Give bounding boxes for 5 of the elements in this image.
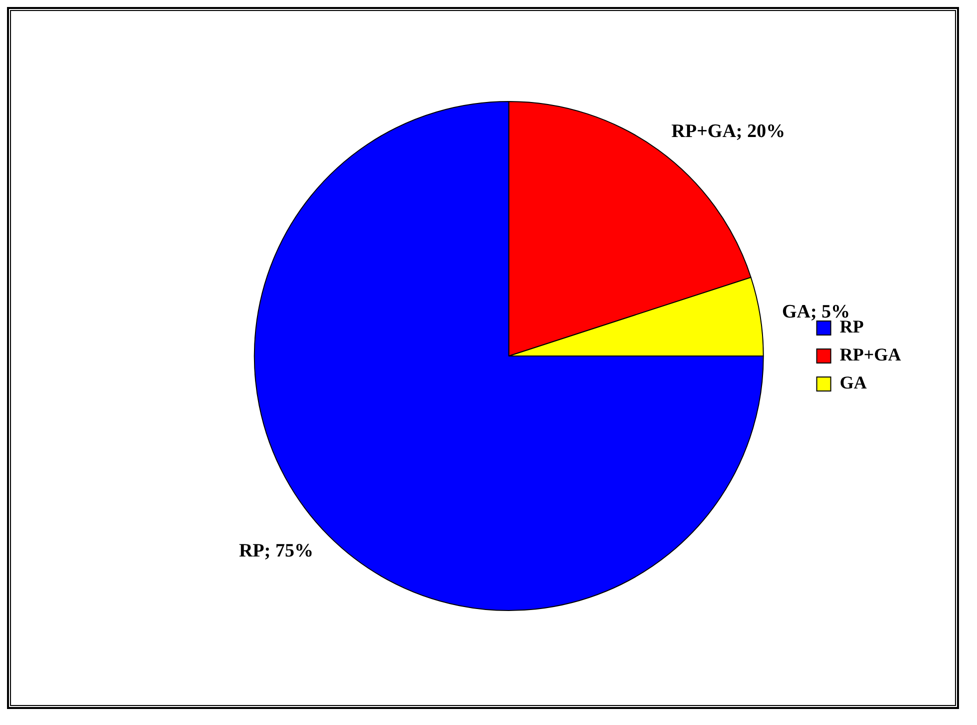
data-label: RP+GA; 20% <box>671 121 786 142</box>
data-label: RP; 75% <box>238 540 314 562</box>
legend-label: RP+GA <box>840 344 902 365</box>
legend-label: GA <box>840 372 867 393</box>
legend-label: RP <box>840 316 864 337</box>
